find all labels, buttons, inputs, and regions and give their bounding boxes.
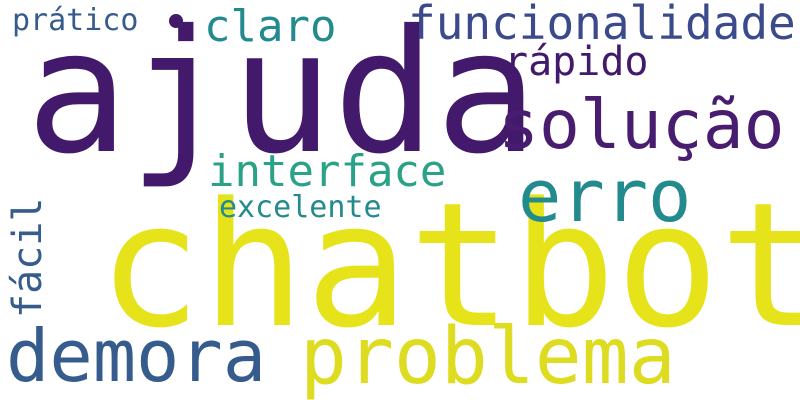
word-solucao: solução bbox=[498, 86, 785, 165]
word-interface: interface bbox=[208, 146, 447, 197]
word-rapido: rápido bbox=[504, 39, 649, 85]
word-claro: claro bbox=[204, 1, 337, 52]
word-excelente: excelente bbox=[219, 190, 382, 225]
word-demora: demora bbox=[6, 314, 267, 398]
dot-mark bbox=[169, 14, 183, 28]
word-erro: erro bbox=[518, 154, 692, 238]
word-facil: fácil bbox=[5, 197, 51, 318]
word-problema: problema bbox=[300, 312, 676, 400]
word-funcionalidade: funcionalidade bbox=[408, 0, 796, 50]
word-ajuda: ajuda bbox=[26, 0, 538, 192]
word-chatbot: chatbot bbox=[98, 165, 800, 366]
word-pratico: prático bbox=[12, 3, 139, 38]
